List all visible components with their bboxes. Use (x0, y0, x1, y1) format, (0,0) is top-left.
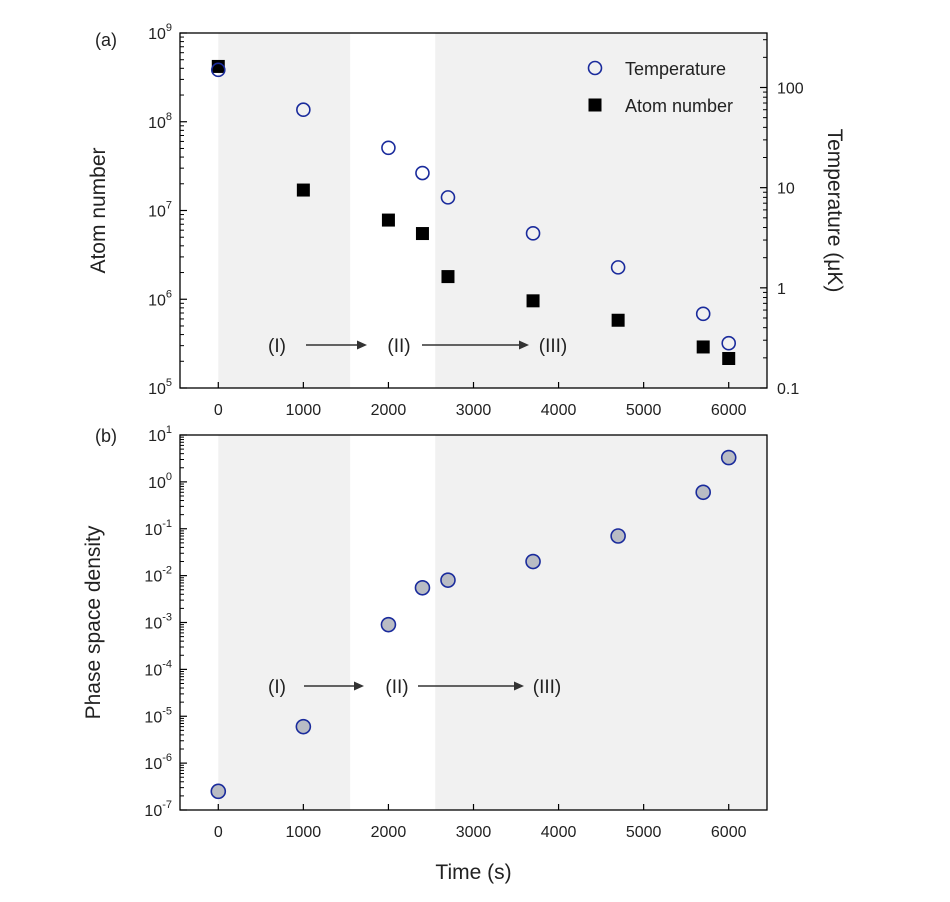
x-tick-label: 6000 (711, 402, 747, 419)
y-tick-label: 10-6 (144, 752, 172, 773)
stage-label: (III) (539, 336, 568, 357)
y-tick-label: 108 (148, 111, 172, 132)
y-tick-label: 10-3 (144, 612, 172, 633)
x-tick-label: 6000 (711, 824, 747, 841)
atom-number-point (696, 340, 710, 354)
x-tick-label: 3000 (456, 824, 492, 841)
phase-space-density-point (610, 528, 626, 544)
x-tick-label: 5000 (626, 402, 662, 419)
panel-label: (a) (95, 30, 117, 50)
temperature-point (210, 62, 226, 78)
x-tick-label: 0 (214, 824, 223, 841)
stage-label: (I) (268, 336, 286, 357)
stage-arrowhead (354, 681, 364, 691)
temperature-point (721, 335, 737, 351)
stage-arrowhead (514, 681, 524, 691)
y-tick-label: 106 (148, 288, 172, 309)
phase-space-density-point (295, 718, 312, 735)
shaded-region (435, 33, 767, 388)
atom-number-point (296, 183, 310, 197)
stage-label: (III) (533, 677, 562, 698)
x-tick-label: 1000 (286, 402, 322, 419)
y2-tick-label: 1 (777, 281, 786, 298)
shaded-region (435, 435, 767, 810)
y-axis-label: Atom number (87, 147, 110, 273)
y2-axis-label: Temperature (μK) (823, 129, 846, 293)
atom-number-point (441, 270, 455, 284)
phase-space-density-point (210, 783, 227, 800)
x-tick-label: 1000 (286, 824, 322, 841)
phase-space-density-point (525, 553, 541, 570)
y-tick-label: 10-4 (144, 658, 172, 679)
y-tick-label: 10-5 (144, 705, 172, 726)
shaded-region (218, 33, 351, 388)
y-tick-label: 107 (148, 200, 172, 221)
phase-space-density-point (720, 449, 737, 466)
x-tick-label: 4000 (541, 824, 577, 841)
stage-label: (II) (387, 336, 410, 357)
y-tick-label: 101 (148, 424, 172, 445)
temperature-point (415, 165, 430, 181)
y-tick-label: 10-2 (144, 565, 172, 586)
temperature-point (296, 102, 311, 118)
atom-number-point (211, 59, 225, 73)
y-tick-label: 100 (148, 471, 172, 492)
legend-atom-number-label: Atom number (625, 96, 733, 116)
temperature-point (525, 226, 541, 241)
panel-b: 0 1000 2000 3000 4000 5000 6000 10-7 10-6 10-5 10-… (82, 424, 768, 884)
y2-tick-label: 0.1 (777, 381, 799, 398)
shaded-region (218, 435, 351, 810)
y-tick-label: 10-7 (144, 799, 172, 820)
x-tick-label: 3000 (456, 402, 492, 419)
y2-tick-label: 10 (777, 181, 795, 198)
x-tick-label: 0 (214, 402, 223, 419)
phase-space-density-point (440, 572, 456, 588)
phase-space-density-point (380, 616, 397, 633)
y-tick-label: 109 (148, 22, 172, 43)
stage-arrowhead (519, 340, 529, 350)
temperature-point (440, 190, 456, 205)
legend-temperature-marker (587, 60, 603, 76)
legend-atom-number-marker (588, 98, 602, 112)
panel-a: 0 1000 2000 3000 4000 5000 6000 105 106 107 108 109… (87, 22, 846, 419)
stage-label: (I) (268, 677, 286, 698)
y-tick-label: 10-1 (144, 518, 172, 539)
stage-label: (II) (385, 677, 408, 698)
x-tick-label: 4000 (541, 402, 577, 419)
atom-number-point (722, 351, 736, 365)
legend-temperature-label: Temperature (625, 59, 726, 79)
x-tick-label: 5000 (626, 824, 662, 841)
x-axis-label: Time (s) (435, 861, 511, 884)
phase-space-density-point (414, 579, 431, 596)
temperature-point (610, 260, 626, 275)
y-tick-label: 105 (148, 377, 172, 398)
x-tick-label: 2000 (371, 824, 407, 841)
y-axis-label: Phase space density (82, 525, 105, 719)
temperature-point (381, 140, 396, 156)
panel-label: (b) (95, 426, 117, 446)
atom-number-point (526, 294, 540, 308)
temperature-point (695, 306, 711, 322)
atom-number-point (381, 213, 395, 227)
stage-arrowhead (357, 340, 367, 350)
y2-tick-label: 100 (777, 80, 804, 97)
atom-number-point (611, 313, 625, 327)
x-tick-label: 2000 (371, 402, 407, 419)
phase-space-density-point (695, 484, 711, 501)
atom-number-point (415, 227, 429, 241)
